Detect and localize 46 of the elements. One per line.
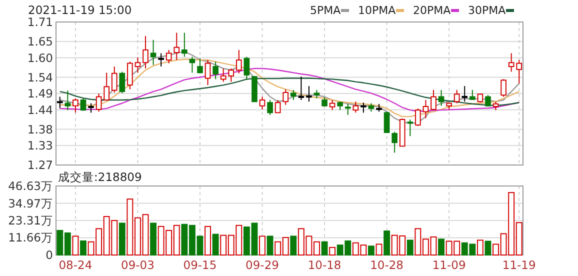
y-tick-label: 0 [46,248,53,262]
bar [368,246,374,256]
bar [290,236,297,256]
y-tick-label: 11.66万 [8,230,53,245]
x-tick-label: 09-15 [183,258,217,272]
y-tick-label: 1.33 [27,138,53,152]
chart-title: 成交量:218809 [58,170,142,184]
x-tick-label: 09-29 [246,258,279,272]
bar [329,246,336,256]
legend-label: 20PMA [413,4,452,17]
bar [438,238,444,256]
bar [72,236,79,256]
y-tick-label: 1.49 [27,86,53,100]
bar [384,230,390,256]
legend-label: 10PMA [358,4,396,17]
y-tick-label: 1.60 [27,50,53,65]
y-tick-label: 46.63万 [8,179,53,193]
x-tick-label: 10-18 [308,258,342,272]
bar [212,234,219,256]
x-tick-label: 11-09 [432,258,466,272]
legend-label: 5PMA [310,4,342,17]
bar [80,240,86,256]
x-tick-label: 09-03 [121,258,154,272]
bar [406,240,414,256]
bar [204,226,211,256]
x-tick-label: 11-19 [502,258,536,272]
x-tick-label: 08-24 [58,258,92,272]
y-tick-label: 1.65 [27,34,53,48]
y-tick-label: 1.54 [27,70,53,84]
chart-title: 2021-11-19 15:00 [28,3,132,17]
bar [376,244,382,256]
bar [476,240,484,256]
y-tick-label: 1.38 [27,122,53,136]
bar [118,222,126,256]
bar [484,240,492,256]
legend-label: 30PMA [468,4,506,17]
bar [321,241,328,256]
bar [259,236,266,256]
y-tick-label: 1.71 [27,15,53,29]
bar [266,236,274,256]
y-tick-label: 23.31万 [8,214,53,228]
y-tick-label: 1.27 [27,158,53,172]
x-tick-label: 10-28 [370,258,404,272]
y-tick-label: 34.97万 [8,196,53,210]
bar [150,222,157,256]
y-tick-label: 1.44 [27,102,53,117]
